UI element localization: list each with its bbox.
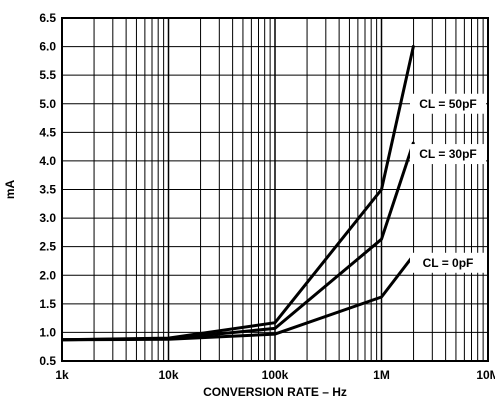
x-tick-label: 100k	[262, 368, 289, 382]
series-label: CL = 30pF	[410, 144, 486, 165]
series-label-background	[410, 252, 486, 273]
plot-frame	[61, 17, 489, 362]
y-tick-label: 2.5	[39, 240, 56, 254]
series-label-background	[410, 144, 486, 165]
x-axis-title: CONVERSION RATE – Hz	[203, 385, 347, 399]
y-tick-label: 3.0	[39, 211, 56, 225]
y-tick-label: 4.0	[39, 154, 56, 168]
y-tick-label: 3.5	[39, 183, 56, 197]
series-line	[61, 254, 415, 342]
grid	[61, 17, 488, 362]
series-line	[61, 141, 416, 342]
y-tick-label: 2.0	[39, 268, 56, 282]
y-tick-label: 6.0	[39, 40, 56, 54]
x-tick-label: 1k	[55, 368, 69, 382]
series-label-text: CL = 50pF	[419, 97, 476, 111]
x-tick-label: 10M	[476, 368, 495, 382]
y-tick-labels: 0.5 1.0 1.5 2.0 2.5 3.0 3.5 4.0 4.5 5.0 5.5 6.0 6.5	[39, 11, 56, 368]
y-axis-title: mA	[3, 180, 17, 200]
y-tick-label: 4.5	[39, 125, 56, 139]
series-label-text: CL = 0pF	[423, 256, 474, 270]
y-tick-label: 1.0	[39, 325, 56, 339]
x-tick-label: 10k	[158, 368, 178, 382]
series-label-background	[410, 93, 486, 114]
y-tick-label: 1.5	[39, 297, 56, 311]
series-line	[61, 45, 416, 342]
series-label: CL = 50pF	[410, 93, 486, 114]
y-tick-label: 5.5	[39, 68, 56, 82]
y-tick-label: 6.5	[39, 11, 56, 25]
x-tick-label: 1M	[373, 368, 390, 382]
series-labels: CL = 50pF CL = 30pF CL = 0pF	[410, 93, 486, 273]
series-label: CL = 0pF	[410, 252, 486, 273]
x-tick-labels: 1k 10k 100k 1M 10M	[55, 368, 495, 382]
series-lines	[61, 45, 416, 342]
y-tick-label: 5.0	[39, 97, 56, 111]
series-label-text: CL = 30pF	[419, 147, 476, 161]
y-tick-label: 0.5	[39, 354, 56, 368]
